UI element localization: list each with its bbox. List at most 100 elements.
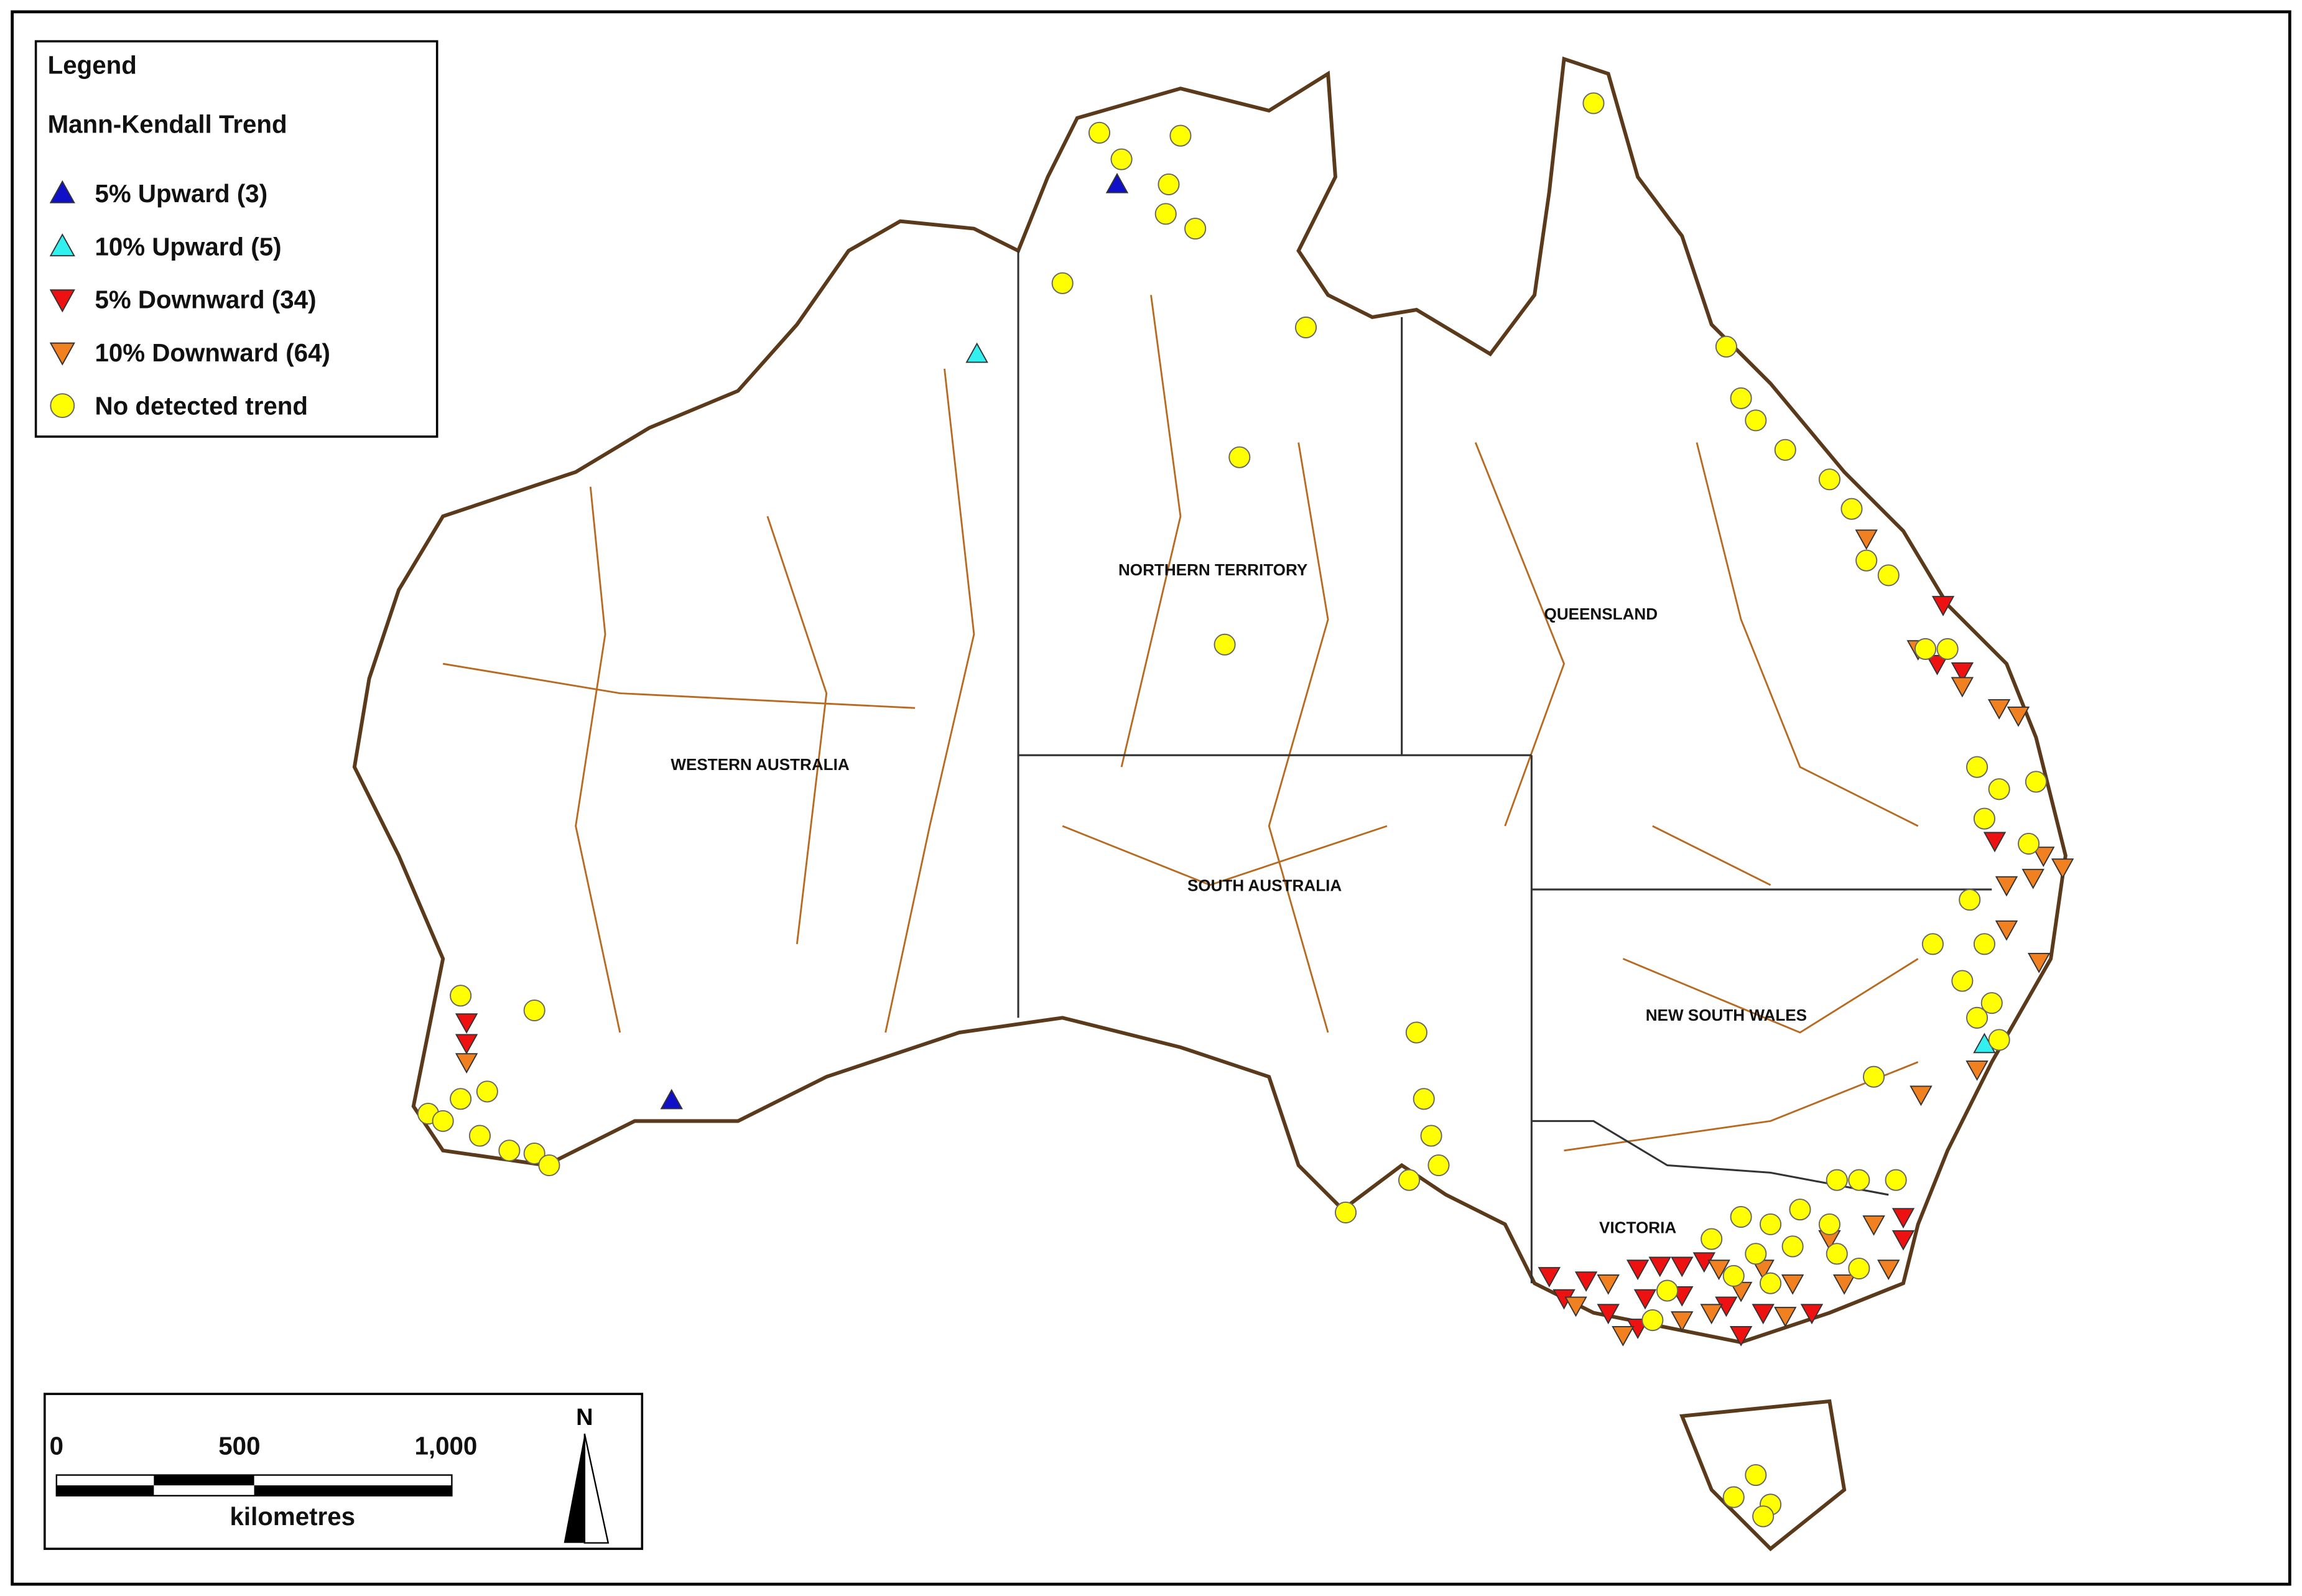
station-marker xyxy=(450,1088,472,1110)
north-label: N xyxy=(576,1404,593,1431)
legend-box xyxy=(34,40,439,438)
station-marker xyxy=(2018,832,2040,855)
station-marker xyxy=(50,393,75,419)
station-marker xyxy=(1891,1230,1915,1251)
station-marker xyxy=(1626,1260,1650,1281)
station-marker xyxy=(455,1013,478,1034)
station-marker xyxy=(1582,92,1605,114)
station-marker xyxy=(1973,933,1995,955)
station-marker xyxy=(1862,1215,1885,1236)
station-marker xyxy=(523,999,545,1022)
state-label: NORTHERN TERRITORY xyxy=(1118,560,1307,579)
scale-bar-segment xyxy=(56,1485,154,1496)
station-marker xyxy=(2025,771,2047,793)
station-marker xyxy=(1848,1169,1870,1191)
station-marker xyxy=(432,1110,454,1132)
station-marker xyxy=(1110,148,1133,170)
station-marker xyxy=(1826,1243,1848,1265)
station-marker xyxy=(1294,316,1317,339)
station-marker xyxy=(1921,933,1944,955)
station-marker xyxy=(1995,920,2018,941)
station-marker xyxy=(1158,173,1180,195)
legend-title: Legend xyxy=(48,52,137,80)
station-marker xyxy=(1988,1029,2010,1051)
station-marker xyxy=(2032,847,2055,868)
station-marker xyxy=(1405,1021,1427,1044)
station-marker xyxy=(1154,203,1177,225)
station-marker xyxy=(1597,1274,1620,1295)
station-marker xyxy=(1863,1065,1885,1088)
scale-label: 500 xyxy=(218,1432,260,1460)
state-label: QUEENSLAND xyxy=(1544,605,1658,623)
legend-label: No detected trend xyxy=(95,392,308,420)
station-marker xyxy=(1983,832,2007,853)
scale-label: 1,000 xyxy=(414,1432,477,1460)
station-marker xyxy=(1800,1304,1824,1325)
station-marker xyxy=(1169,124,1192,147)
station-marker xyxy=(1700,1304,1723,1325)
station-marker xyxy=(1988,778,2010,800)
station-marker xyxy=(455,1034,478,1055)
station-marker xyxy=(1789,1199,1811,1221)
station-marker xyxy=(1722,1486,1745,1508)
station-marker xyxy=(1398,1169,1421,1191)
station-marker xyxy=(1701,1228,1723,1250)
station-marker xyxy=(2051,858,2074,879)
station-marker xyxy=(1759,1272,1782,1294)
river-basins xyxy=(442,295,1919,1152)
station-marker xyxy=(450,985,472,1007)
station-marker xyxy=(1759,1213,1782,1235)
legend-label: 5% Downward (34) xyxy=(95,286,316,314)
station-marker xyxy=(1951,970,1974,992)
station-marker xyxy=(1051,272,1074,294)
station-marker xyxy=(1633,1289,1657,1310)
station-marker xyxy=(1184,218,1207,240)
station-marker xyxy=(1722,1264,1745,1287)
legend-label: 10% Upward (5) xyxy=(95,233,281,261)
station-marker xyxy=(1914,638,1937,661)
station-marker xyxy=(1656,1279,1679,1302)
station-marker xyxy=(476,1080,498,1103)
station-marker xyxy=(1818,1213,1840,1235)
station-marker xyxy=(1826,1169,1848,1191)
station-marker xyxy=(1648,1256,1671,1278)
station-marker xyxy=(538,1154,560,1177)
state-label: SOUTH AUSTRALIA xyxy=(1187,876,1342,894)
station-marker xyxy=(1774,1307,1797,1327)
station-marker xyxy=(1564,1296,1587,1317)
station-marker xyxy=(1641,1309,1664,1332)
station-marker xyxy=(965,342,988,363)
station-marker xyxy=(1832,1274,1856,1295)
station-marker xyxy=(1910,1085,1933,1107)
station-marker xyxy=(468,1125,491,1147)
station-marker xyxy=(1729,1326,1753,1347)
scale-box xyxy=(44,1393,644,1550)
station-marker xyxy=(1987,699,2011,720)
station-marker xyxy=(1959,889,1981,911)
station-marker xyxy=(1420,1125,1442,1147)
station-marker xyxy=(1855,549,1878,572)
station-marker xyxy=(1951,677,1974,698)
station-marker xyxy=(1574,1271,1598,1292)
station-marker xyxy=(1730,1205,1752,1228)
scale-label: 0 xyxy=(50,1432,63,1460)
station-marker xyxy=(1752,1505,1775,1528)
state-label: NEW SOUTH WALES xyxy=(1646,1006,1807,1024)
station-marker xyxy=(1730,387,1752,409)
station-marker xyxy=(1855,529,1878,550)
station-marker xyxy=(49,289,75,313)
station-marker xyxy=(1105,172,1129,193)
station-marker xyxy=(1774,438,1796,461)
station-marker xyxy=(1781,1235,1804,1258)
station-marker xyxy=(1671,1311,1694,1332)
station-marker xyxy=(1926,654,1949,675)
station-marker xyxy=(1612,1326,1635,1347)
station-marker xyxy=(660,1088,683,1110)
station-marker xyxy=(1538,1267,1561,1287)
station-marker xyxy=(1214,633,1236,656)
station-marker xyxy=(1966,1060,1989,1081)
station-marker xyxy=(1877,1260,1900,1281)
station-marker xyxy=(1973,807,1995,830)
